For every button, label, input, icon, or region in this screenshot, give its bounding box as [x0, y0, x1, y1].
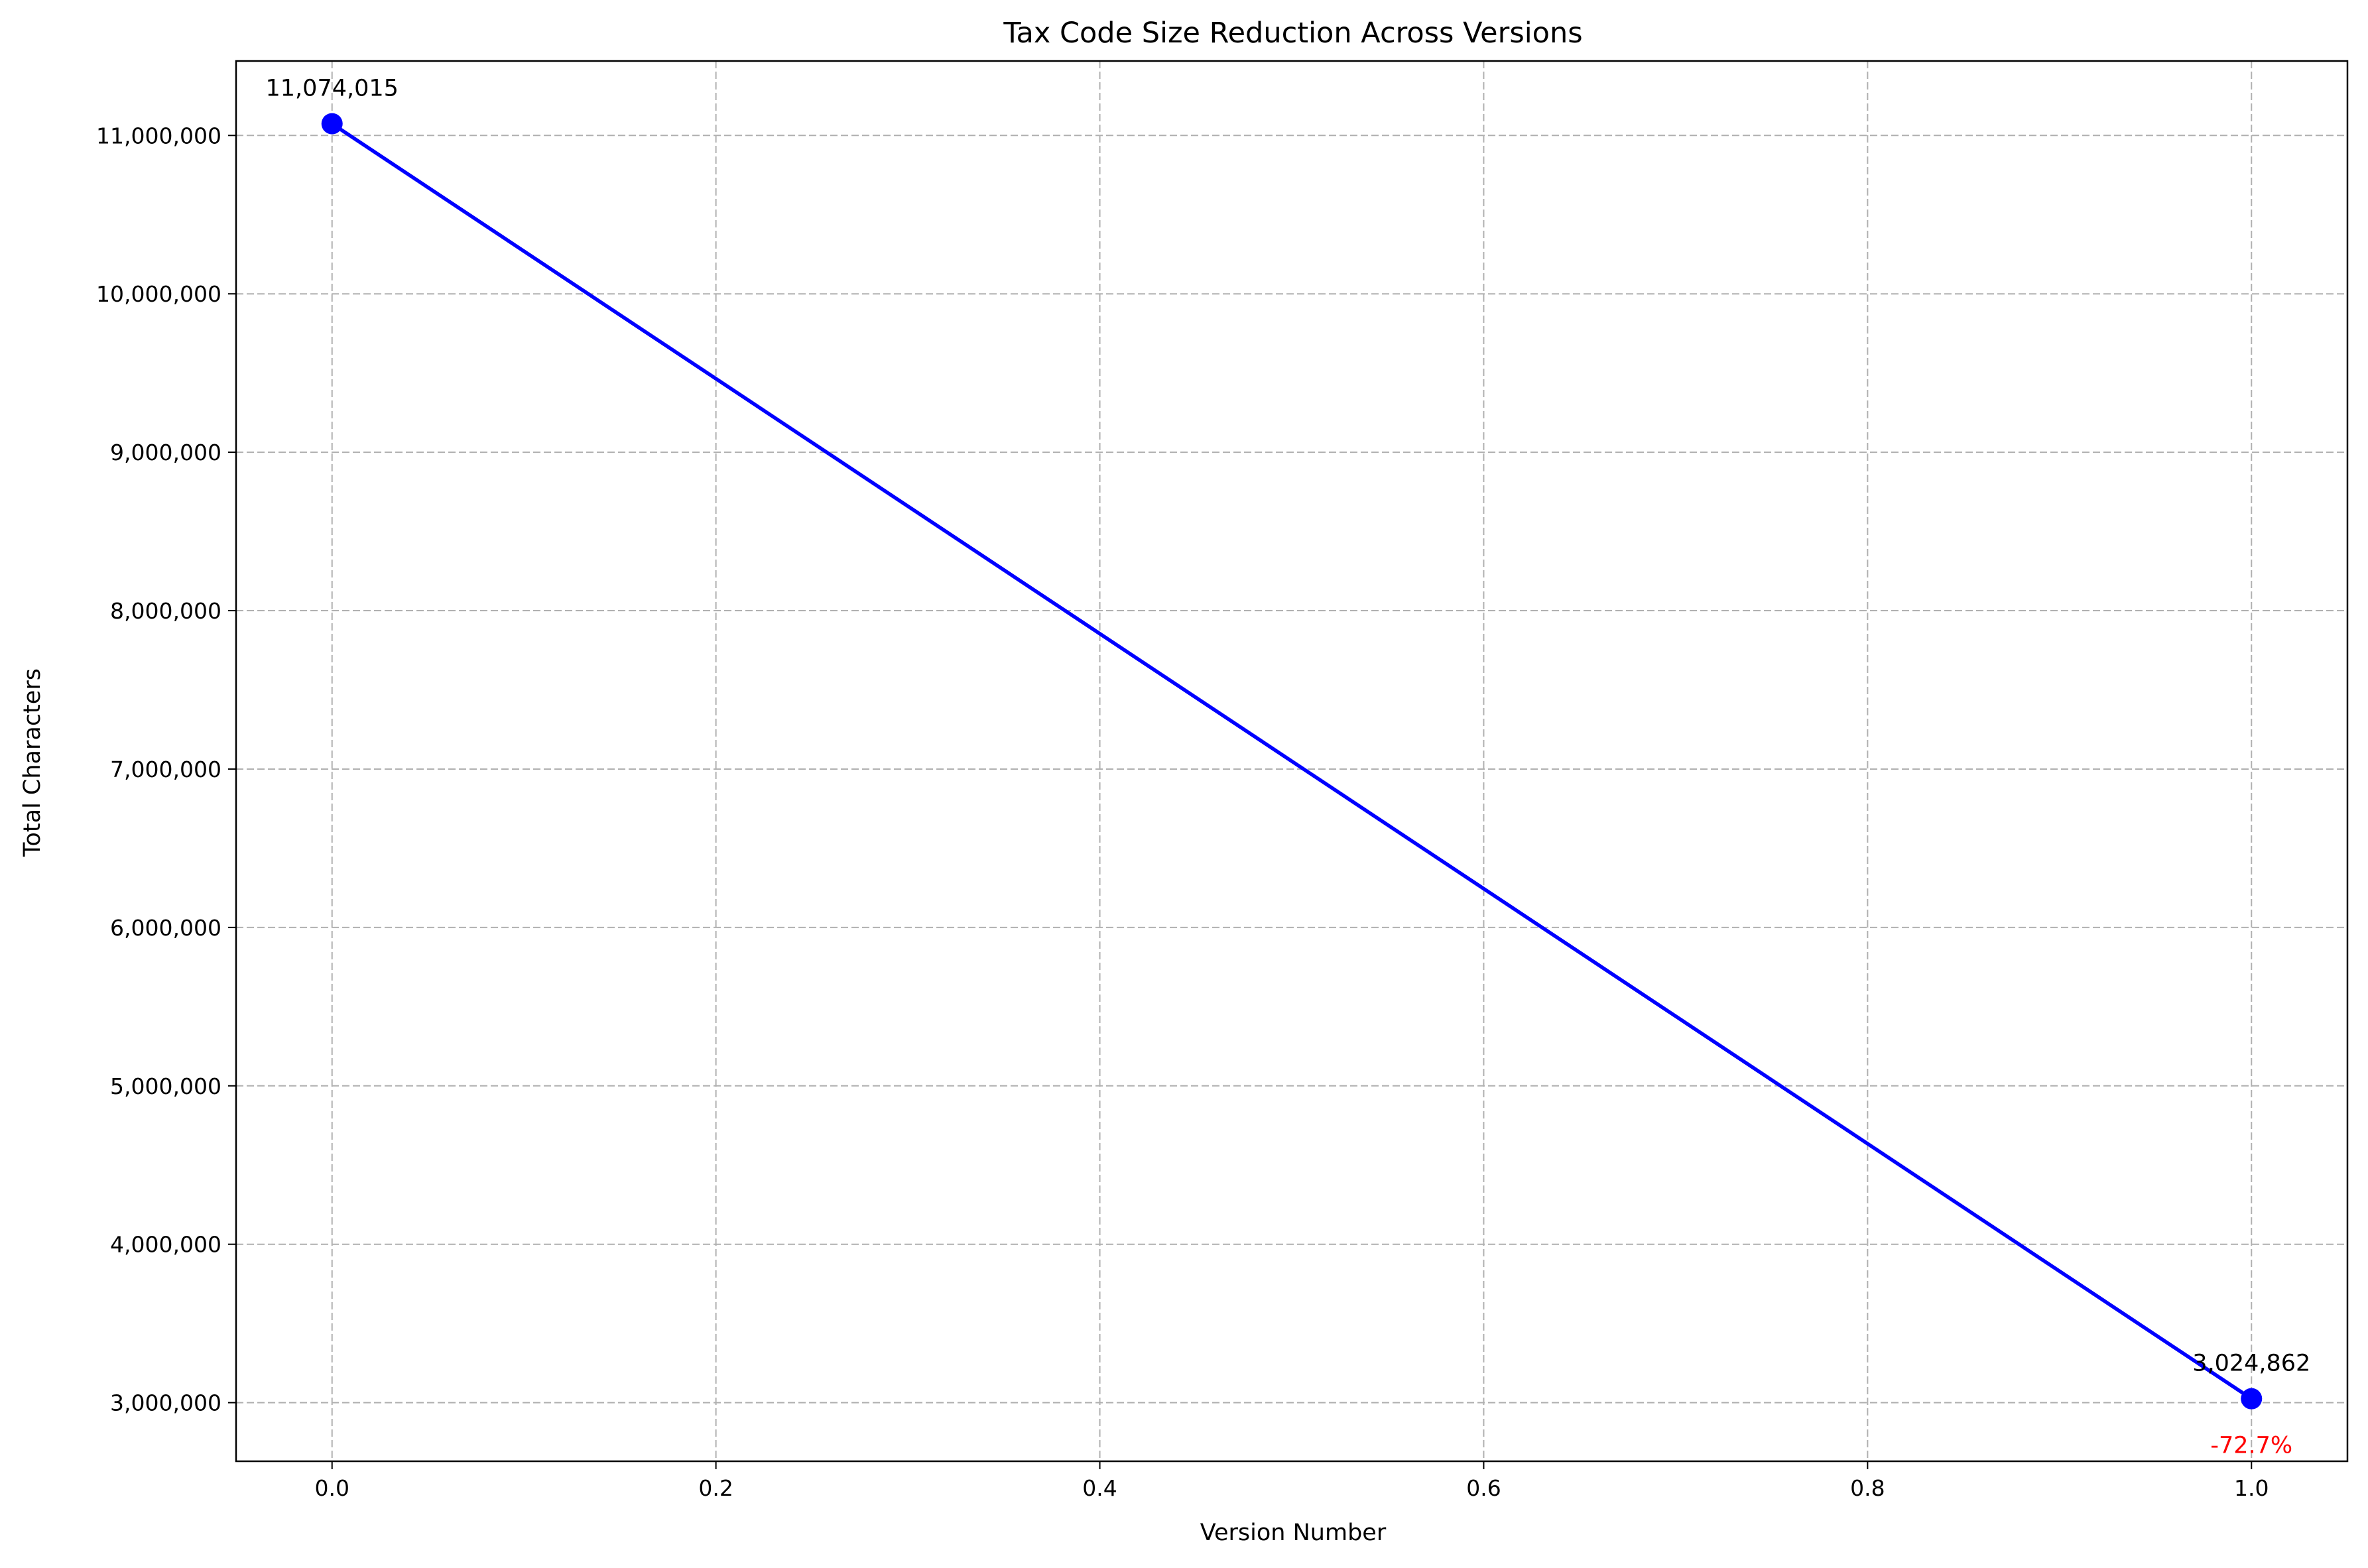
y-tick-label: 10,000,000 [96, 281, 221, 307]
x-tick-label: 0.6 [1466, 1475, 1501, 1501]
y-tick-label: 7,000,000 [110, 756, 221, 782]
plot-frame [235, 60, 2349, 1463]
x-tick-label: 0.2 [698, 1475, 733, 1501]
x-tick-label: 0.8 [1850, 1475, 1885, 1501]
y-tick-label: 11,000,000 [96, 123, 221, 149]
data-point [2241, 1388, 2263, 1410]
y-tick-label: 5,000,000 [110, 1073, 221, 1099]
y-tick-label: 9,000,000 [110, 440, 221, 465]
x-tick-label: 0.4 [1082, 1475, 1117, 1501]
data-value-label: 3,024,862 [2192, 1351, 2310, 1377]
chart-title: Tax Code Size Reduction Across Versions [1003, 17, 1582, 50]
y-axis-label: Total Characters [19, 668, 46, 857]
y-tick-label: 8,000,000 [110, 598, 221, 624]
grid-lines [236, 61, 2347, 1461]
change-annotation: -72.7% [2210, 1433, 2292, 1459]
data-value-label: 11,074,015 [266, 76, 399, 102]
axis-ticks: 0.0 0.2 0.4 0.6 0.8 1.0 3,000,000 4,000,000 5,00… [96, 123, 2269, 1501]
y-tick-label: 4,000,000 [110, 1232, 221, 1258]
data-point [321, 113, 343, 135]
series-line [331, 122, 2253, 1400]
x-tick-label: 1.0 [2234, 1475, 2269, 1501]
point-labels: 11,074,015 3,024,862 -72.7% [266, 76, 2311, 1459]
y-tick-label: 3,000,000 [110, 1390, 221, 1416]
y-tick-label: 6,000,000 [110, 915, 221, 941]
x-axis-label: Version Number [1200, 1520, 1387, 1546]
series-layer [321, 113, 2263, 1410]
x-tick-label: 0.0 [314, 1475, 349, 1501]
